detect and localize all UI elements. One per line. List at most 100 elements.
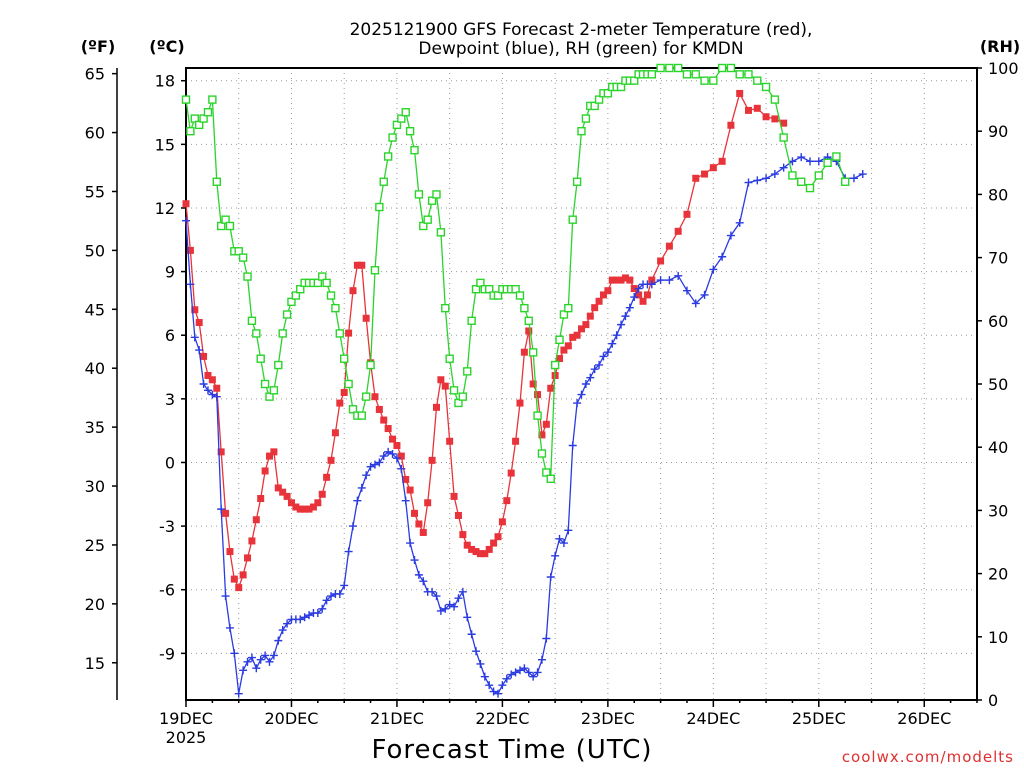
fahrenheit-tick-label: 15: [85, 654, 105, 673]
data-point: [190, 333, 199, 342]
data-point: [287, 297, 296, 307]
data-point: [384, 425, 392, 433]
data-point: [397, 464, 406, 473]
data-point: [384, 447, 393, 456]
data-point: [305, 611, 314, 620]
data-point: [753, 76, 762, 85]
data-point: [656, 63, 665, 73]
data-point: [441, 382, 449, 390]
rh-tick-label: 30: [988, 501, 1008, 520]
data-point: [546, 572, 555, 581]
data-point: [362, 471, 371, 480]
data-point: [212, 177, 221, 186]
data-point: [410, 145, 419, 155]
data-point: [573, 399, 582, 408]
data-point: [612, 331, 621, 340]
data-point: [445, 354, 454, 363]
data-point: [805, 183, 815, 193]
data-point: [471, 285, 481, 294]
data-point: [476, 550, 484, 558]
data-point: [217, 448, 225, 456]
data-point: [643, 291, 651, 299]
data-point: [261, 651, 270, 660]
data-point: [441, 604, 450, 613]
data-point: [199, 380, 208, 388]
data-point: [490, 539, 498, 547]
axes: 65605550454035302520151815129630-3-6-910…: [85, 59, 1019, 728]
data-point: [199, 114, 208, 123]
data-point: [481, 550, 489, 558]
data-point: [344, 547, 353, 556]
data-point: [533, 411, 542, 420]
data-point: [591, 304, 599, 312]
chart-title-line1: 2025121900 GFS Forecast 2-meter Temperat…: [350, 20, 813, 40]
plot-frame: [185, 67, 978, 701]
data-point: [191, 306, 199, 314]
data-point: [432, 592, 441, 601]
data-point: [402, 475, 410, 483]
data-point: [252, 329, 261, 338]
data-point: [709, 76, 718, 85]
data-point: [564, 342, 572, 350]
data-point: [203, 108, 213, 117]
data-point: [454, 594, 463, 603]
data-point: [727, 121, 735, 129]
data-point: [546, 474, 555, 483]
data-point: [572, 177, 582, 186]
data-point: [445, 600, 454, 609]
data-point: [625, 303, 634, 312]
data-point: [388, 133, 397, 142]
data-point: [524, 316, 533, 325]
data-point: [235, 584, 243, 592]
data-point: [564, 526, 573, 535]
data-point: [788, 171, 797, 180]
data-point: [349, 287, 357, 295]
data-point: [691, 70, 700, 79]
data-point: [520, 303, 529, 313]
data-point: [476, 659, 485, 668]
data-point: [296, 615, 305, 624]
data-point: [573, 331, 581, 339]
data-point: [252, 664, 261, 673]
data-point: [568, 215, 577, 224]
data-point: [362, 314, 370, 322]
data-point: [762, 113, 770, 121]
data-point: [181, 95, 191, 104]
data-point: [717, 63, 727, 73]
data-point: [682, 286, 691, 295]
data-point: [599, 352, 608, 361]
data-point: [326, 291, 336, 300]
data-point: [353, 496, 362, 505]
data-point: [630, 76, 639, 85]
data-point: [379, 177, 388, 186]
data-point: [516, 399, 524, 407]
x-axis-label: Forecast Time (UTC): [371, 735, 652, 765]
celsius-tick-label: 12: [155, 199, 175, 218]
data-point: [542, 420, 550, 428]
data-point: [331, 303, 340, 313]
data-point: [528, 348, 538, 357]
data-point: [709, 164, 717, 172]
data-point: [673, 63, 683, 73]
celsius-tick-label: -9: [159, 644, 175, 663]
x-tick-label: 21DEC: [370, 709, 424, 728]
data-point: [375, 405, 383, 413]
data-point: [410, 556, 419, 565]
data-point: [419, 221, 428, 231]
data-point: [463, 613, 472, 622]
data-point: [287, 499, 295, 507]
data-point: [357, 411, 366, 420]
data-point: [709, 265, 718, 274]
data-point: [590, 365, 599, 374]
celsius-tick-label: 9: [165, 263, 175, 282]
data-point: [256, 655, 265, 664]
data-point: [603, 348, 612, 357]
data-point: [221, 215, 230, 224]
data-point: [335, 589, 344, 598]
data-point: [370, 266, 380, 275]
data-point: [428, 587, 437, 596]
data-point: [243, 272, 252, 281]
data-point: [472, 647, 481, 656]
data-point: [437, 376, 445, 384]
data-point: [270, 448, 278, 456]
